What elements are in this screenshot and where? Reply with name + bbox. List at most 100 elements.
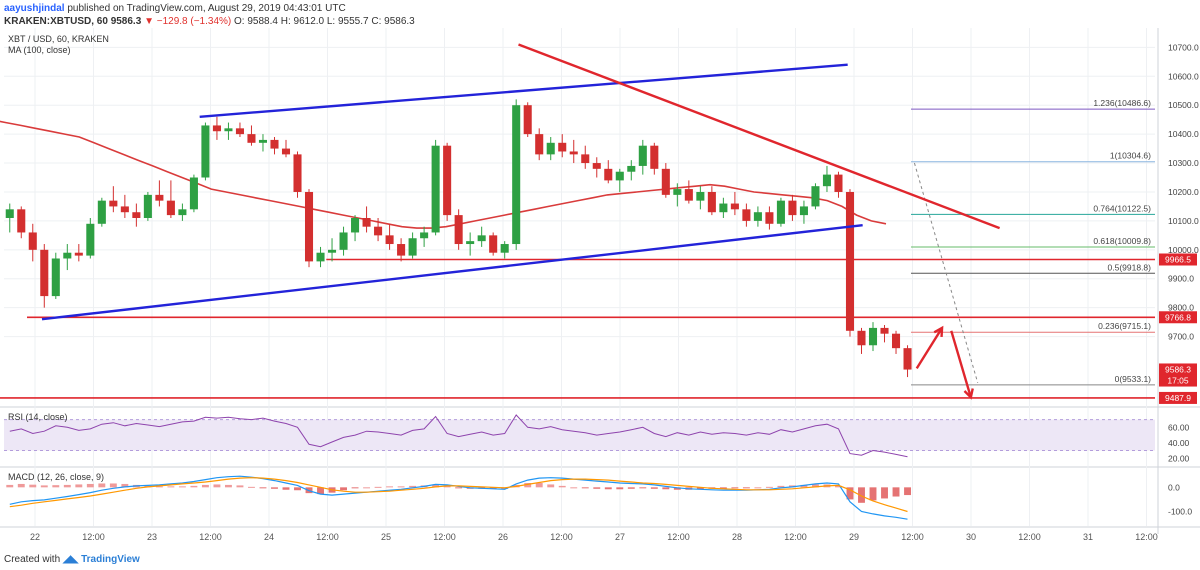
- macd-histogram-bar: [75, 484, 83, 488]
- candle-body: [673, 189, 682, 195]
- candle-body: [97, 200, 106, 224]
- macd-histogram-bar: [167, 486, 175, 488]
- candle: [86, 218, 95, 259]
- ohlc-values: O: 9588.4 H: 9612.0 L: 9555.7 C: 9586.3: [234, 16, 415, 27]
- candle-body: [74, 252, 83, 256]
- x-tick-label: 28: [732, 532, 742, 542]
- macd-histogram-bar: [673, 487, 681, 490]
- candle: [707, 186, 716, 216]
- macd-histogram-bar: [742, 487, 750, 489]
- macd-histogram-bar: [581, 487, 589, 489]
- candle: [845, 189, 855, 337]
- candle-body: [707, 191, 716, 213]
- candle-body: [351, 218, 360, 233]
- candle-body: [592, 163, 601, 169]
- candle: [477, 226, 486, 247]
- candle-body: [143, 194, 152, 218]
- price-tag-bg: [1159, 374, 1197, 387]
- created-with-label: Created with: [4, 554, 61, 565]
- candle-body: [638, 145, 647, 166]
- candle-body: [5, 209, 14, 218]
- macd-histogram-bar: [236, 485, 244, 488]
- candle: [604, 160, 613, 184]
- macd-histogram-bar: [6, 484, 14, 488]
- candle-body: [742, 209, 751, 221]
- macd-histogram-bar: [777, 485, 785, 488]
- last-price: 9586.3: [110, 16, 142, 27]
- macd-histogram-bar: [593, 487, 601, 489]
- macd-histogram-bar: [800, 484, 808, 488]
- candle-body: [247, 134, 256, 143]
- price-tag-label: 9586.3: [1165, 364, 1191, 374]
- candle: [523, 102, 532, 138]
- macd-histogram-bar: [904, 487, 911, 496]
- price-tag-label: 17:05: [1167, 376, 1189, 386]
- candle-body: [730, 203, 739, 210]
- x-tick-label: 12:00: [667, 532, 690, 542]
- candle-body: [615, 171, 624, 181]
- candle: [558, 134, 567, 158]
- candle-body: [454, 215, 463, 245]
- candle: [63, 244, 72, 271]
- candle-body: [523, 105, 532, 135]
- price-tag-label: 9766.8: [1165, 312, 1191, 322]
- candle: [868, 322, 878, 352]
- price-tag-label: 9966.5: [1165, 255, 1191, 265]
- author-name[interactable]: aayushjindal: [4, 3, 65, 14]
- candle: [650, 142, 659, 175]
- tradingview-brand[interactable]: TradingView: [81, 554, 140, 565]
- candle: [235, 122, 244, 138]
- candle-body: [776, 200, 785, 224]
- price-chart[interactable]: 22 12:00 23 12:00 24 12:00 25 12:00 26 12:00 27 12:…: [0, 28, 1200, 552]
- tradingview-logo-icon[interactable]: ◢◣: [62, 554, 79, 565]
- candle: [408, 232, 417, 259]
- macd-histogram-bar: [155, 486, 163, 488]
- candle-body: [316, 252, 325, 262]
- candle: [17, 206, 26, 239]
- macd-histogram-bar: [40, 485, 48, 488]
- candle: [28, 223, 37, 262]
- candle-body: [258, 139, 268, 143]
- candle: [328, 238, 337, 262]
- candle: [466, 232, 475, 256]
- candle: [811, 183, 820, 210]
- candle-body: [362, 218, 371, 227]
- candle: [109, 186, 118, 213]
- candle: [627, 160, 636, 181]
- candle-body: [765, 212, 774, 224]
- candle: [753, 206, 762, 227]
- candle-body: [891, 333, 901, 349]
- down-arrow-head: [963, 388, 974, 400]
- candle: [362, 206, 371, 233]
- macd-histogram-bar: [558, 485, 566, 488]
- candle: [385, 223, 394, 250]
- candle: [535, 128, 544, 161]
- x-tick-label: 31: [1083, 532, 1093, 542]
- candle: [5, 203, 14, 233]
- candle: [822, 165, 831, 192]
- candle-body: [581, 154, 590, 164]
- macd-histogram-bar: [616, 487, 624, 490]
- macd-histogram-bar: [29, 484, 37, 488]
- rsi-line: [9, 414, 908, 458]
- candle-body: [28, 232, 37, 250]
- x-tick-label: 12:00: [82, 532, 105, 542]
- macd-histogram-bar: [489, 487, 497, 489]
- macd-histogram-bar: [524, 482, 532, 488]
- x-tick-label: 12:00: [199, 532, 222, 542]
- ma-label: MA (100, close): [8, 45, 71, 55]
- x-tick-label: 27: [615, 532, 625, 542]
- macd-histogram-bar: [696, 487, 704, 490]
- macd-histogram-bar: [17, 483, 25, 488]
- macd-histogram-bar: [248, 486, 255, 488]
- symbol-line: KRAKEN:XBTUSD, 60 9586.3 ▼ −129.8 (−1.34…: [4, 16, 415, 27]
- rsi-label: RSI (14, close): [8, 412, 68, 422]
- candle: [788, 194, 797, 221]
- candle: [443, 142, 452, 221]
- y-tick-label: 9900.0: [1168, 274, 1194, 284]
- candle-body: [132, 212, 141, 218]
- candle-body: [604, 168, 613, 181]
- macd-label: MACD (12, 26, close, 9): [8, 472, 104, 482]
- candle: [293, 151, 302, 198]
- macd-histogram-bar: [213, 484, 221, 488]
